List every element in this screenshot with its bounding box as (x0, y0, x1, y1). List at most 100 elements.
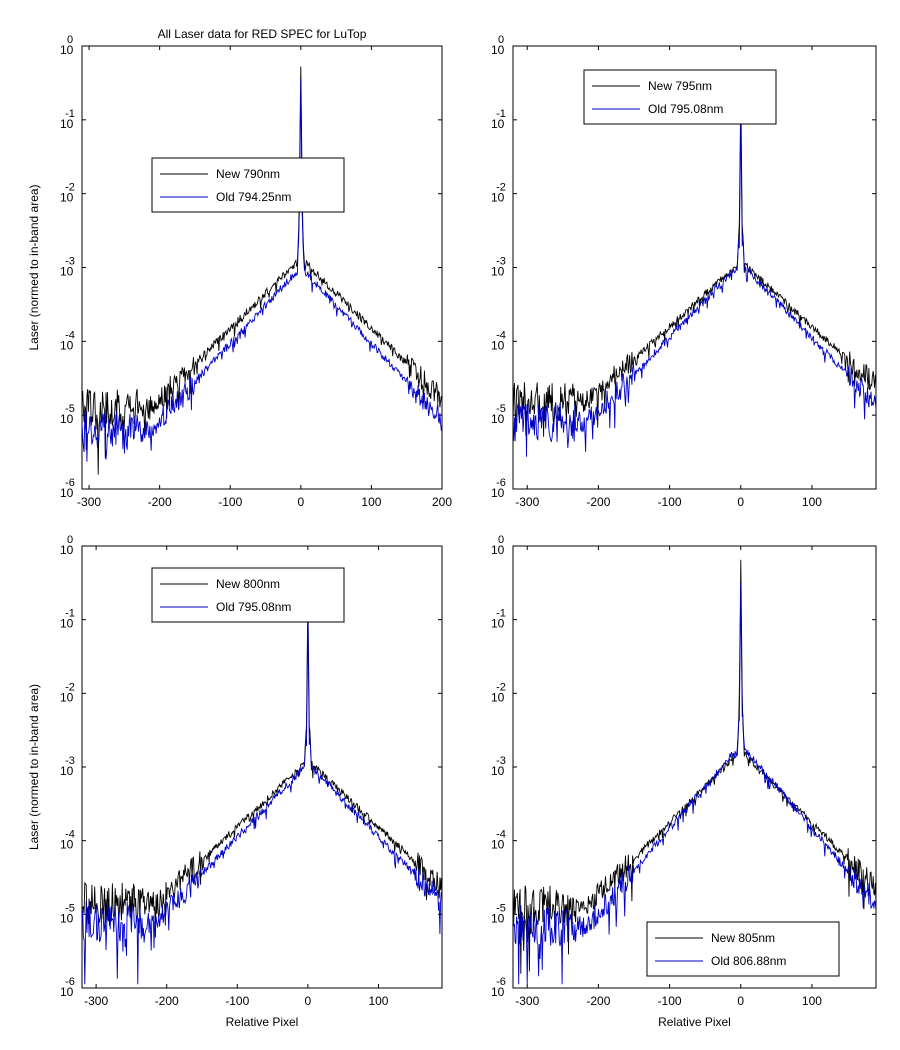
legend: New 805nm Old 806.88nm (646, 921, 840, 977)
y-tick-base: 10 (491, 43, 505, 57)
series-line-2 (513, 110, 876, 457)
legend-entry: New 805nm (711, 931, 775, 945)
legend-entry: New 800nm (216, 577, 280, 591)
y-tick-base: 10 (60, 191, 74, 205)
y-tick-base: 10 (60, 617, 74, 631)
y-tick-exponent: 0 (67, 534, 73, 546)
y-tick-exponent: -3 (65, 755, 75, 767)
y-tick-base: 10 (491, 191, 505, 205)
legend: New 790nm Old 794.25nm (151, 157, 345, 213)
legend-entry: Old 795.08nm (216, 600, 291, 614)
chart-title: All Laser data for RED SPEC for LuTop (158, 27, 367, 41)
plot-frame (81, 45, 443, 490)
y-tick-base: 10 (60, 911, 74, 925)
x-tick-label: -100 (218, 495, 242, 509)
y-tick-base: 10 (491, 338, 505, 352)
y-tick-base: 10 (491, 985, 505, 999)
y-tick-exponent: 0 (498, 34, 504, 46)
legend-entry: New 790nm (216, 167, 280, 181)
series-line-1 (82, 595, 442, 938)
y-tick-exponent: 0 (498, 534, 504, 546)
y-tick-exponent: -5 (496, 403, 506, 415)
y-tick-base: 10 (491, 838, 505, 852)
y-tick-base: 10 (491, 117, 505, 131)
x-tick-label: -100 (658, 994, 682, 1008)
x-tick-label: 100 (361, 495, 381, 509)
y-tick-base: 10 (60, 764, 74, 778)
y-tick-exponent: -6 (65, 976, 75, 988)
x-tick-label: -300 (77, 495, 101, 509)
y-tick-exponent: -6 (496, 477, 506, 489)
legend-entry: New 795nm (648, 79, 712, 93)
y-tick-exponent: -1 (65, 608, 75, 620)
series-line-2 (513, 582, 876, 985)
x-tick-label: -100 (225, 994, 249, 1008)
y-tick-exponent: -2 (496, 182, 506, 194)
y-tick-base: 10 (60, 486, 74, 500)
y-tick-base: 10 (60, 117, 74, 131)
y-tick-exponent: -4 (65, 829, 75, 841)
series-line-1 (513, 89, 876, 437)
y-tick-exponent: -1 (65, 108, 75, 120)
y-tick-exponent: -3 (496, 755, 506, 767)
y-tick-base: 10 (491, 617, 505, 631)
x-tick-label: -200 (586, 495, 610, 509)
x-tick-label: 100 (368, 994, 388, 1008)
x-tick-label: -200 (155, 994, 179, 1008)
y-tick-exponent: -6 (496, 976, 506, 988)
legend-box (151, 157, 345, 213)
y-tick-exponent: -1 (496, 108, 506, 120)
x-tick-label: 100 (802, 495, 822, 509)
x-tick-label: -300 (515, 994, 539, 1008)
y-tick-base: 10 (60, 690, 74, 704)
y-axis-label: Laser (normed to in-band area) (27, 184, 41, 350)
y-tick-exponent: -3 (65, 256, 75, 268)
y-tick-exponent: -6 (65, 477, 75, 489)
legend-entry: Old 794.25nm (216, 190, 291, 204)
x-tick-label: -300 (515, 495, 539, 509)
y-tick-exponent: -4 (65, 329, 75, 341)
x-axis-label: Relative Pixel (658, 1015, 731, 1029)
y-tick-base: 10 (491, 265, 505, 279)
y-axis-label: Laser (normed to in-band area) (27, 684, 41, 850)
y-tick-exponent: -3 (496, 256, 506, 268)
legend-box (583, 69, 777, 125)
y-tick-base: 10 (60, 338, 74, 352)
legend-entry: Old 795.08nm (648, 102, 723, 116)
x-tick-label: 0 (305, 994, 312, 1008)
x-tick-label: -200 (586, 994, 610, 1008)
y-tick-base: 10 (60, 543, 74, 557)
legend: New 800nm Old 795.08nm (151, 567, 345, 623)
y-tick-base: 10 (60, 838, 74, 852)
y-tick-exponent: -2 (65, 681, 75, 693)
y-tick-base: 10 (60, 985, 74, 999)
x-tick-label: 0 (297, 495, 304, 509)
legend: New 795nm Old 795.08nm (583, 69, 777, 125)
legend-box (151, 567, 345, 623)
y-tick-base: 10 (491, 486, 505, 500)
x-tick-label: -100 (658, 495, 682, 509)
legend-entry: Old 806.88nm (711, 954, 786, 968)
x-axis-label: Relative Pixel (226, 1015, 299, 1029)
y-tick-base: 10 (491, 690, 505, 704)
y-tick-exponent: 0 (67, 34, 73, 46)
y-tick-base: 10 (60, 265, 74, 279)
y-tick-base: 10 (491, 412, 505, 426)
y-tick-exponent: -5 (65, 403, 75, 415)
x-tick-label: 0 (737, 994, 744, 1008)
y-tick-base: 10 (60, 412, 74, 426)
y-tick-exponent: -2 (65, 182, 75, 194)
y-tick-base: 10 (491, 543, 505, 557)
y-tick-exponent: -2 (496, 681, 506, 693)
y-tick-exponent: -5 (496, 902, 506, 914)
x-tick-label: -300 (84, 994, 108, 1008)
x-tick-label: 100 (802, 994, 822, 1008)
y-tick-base: 10 (491, 764, 505, 778)
y-tick-exponent: -4 (496, 829, 506, 841)
y-tick-exponent: -1 (496, 608, 506, 620)
